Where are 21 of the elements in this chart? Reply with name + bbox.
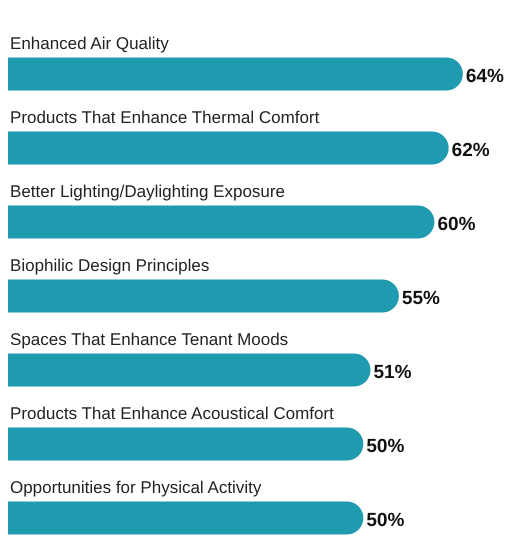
y-tick-label: Biophilic Design Principles	[10, 256, 210, 275]
y-tick-label: Products That Enhance Acoustical Comfort	[10, 404, 334, 423]
bar	[8, 280, 399, 312]
bar	[8, 502, 364, 534]
data-label: 64%	[466, 66, 504, 87]
bar	[8, 58, 463, 90]
y-tick-label: Better Lighting/Daylighting Exposure	[10, 182, 285, 201]
data-label: 50%	[366, 436, 404, 457]
bar	[8, 428, 364, 460]
data-label: 62%	[452, 140, 490, 161]
y-tick-label: Enhanced Air Quality	[10, 34, 170, 53]
data-label: 51%	[373, 362, 412, 383]
data-label: 50%	[366, 510, 404, 531]
data-label: 55%	[402, 288, 440, 309]
y-tick-label: Spaces That Enhance Tenant Moods	[10, 330, 288, 349]
bar	[8, 354, 370, 386]
y-tick-label: Products That Enhance Thermal Comfort	[10, 108, 320, 127]
bar	[8, 206, 434, 238]
y-tick-label: Opportunities for Physical Activity	[10, 478, 262, 497]
bar	[8, 132, 449, 164]
data-label: 60%	[437, 214, 476, 235]
